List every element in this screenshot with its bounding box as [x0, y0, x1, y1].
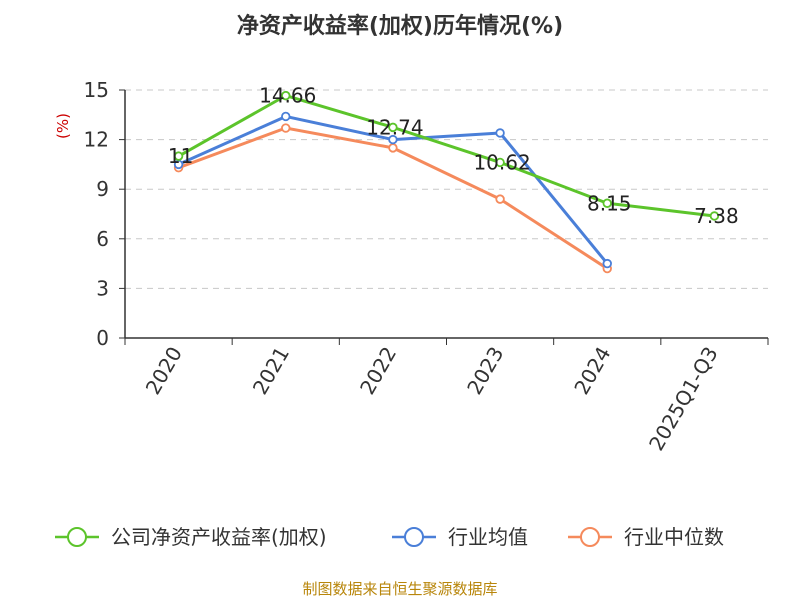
x-tick-label: 2022 — [355, 343, 401, 399]
data-point — [281, 90, 291, 101]
x-tick-label: 2021 — [248, 343, 294, 399]
data-point — [388, 122, 398, 133]
data-label: 12.74 — [366, 115, 423, 139]
grid-lines — [125, 89, 768, 289]
legend-label: 行业均值 — [448, 525, 528, 549]
y-tick-label: 3 — [96, 276, 109, 300]
y-tick-label: 15 — [84, 78, 109, 102]
series-0 — [173, 90, 720, 221]
data-label: 7.38 — [694, 204, 739, 228]
x-tick-label: 2025Q1-Q3 — [644, 343, 723, 455]
legend-label: 公司净资产收益率(加权) — [111, 525, 327, 549]
y-tick-label: 6 — [96, 227, 109, 251]
chart-title: 净资产收益率(加权)历年情况(%) — [237, 13, 563, 39]
legend-swatch-marker — [580, 527, 600, 547]
data-point — [495, 157, 505, 168]
data-point — [495, 194, 505, 204]
data-point — [173, 151, 184, 161]
data-point — [602, 258, 612, 269]
data-point — [388, 143, 398, 153]
data-labels: 11 14.66 12.74 10.62 8.15 7.38 — [168, 84, 739, 228]
series-line — [177, 94, 715, 218]
data-point — [709, 211, 720, 221]
source-note: 制图数据来自恒生聚源数据库 — [302, 580, 497, 598]
data-point — [281, 123, 291, 133]
series-2 — [173, 123, 612, 274]
x-tick-label: 2024 — [569, 343, 615, 399]
legend-item: 行业中位数 — [568, 525, 724, 549]
data-label: 14.66 — [259, 84, 316, 108]
y-axis-unit: (%) — [54, 113, 72, 139]
data-point — [602, 198, 612, 208]
data-point — [495, 128, 505, 138]
data-label: 8.15 — [587, 191, 632, 215]
series-layer — [173, 90, 720, 274]
y-tick-label: 0 — [96, 326, 109, 350]
legend-item: 行业均值 — [392, 525, 528, 549]
data-label: 10.62 — [473, 150, 530, 174]
data-point — [388, 134, 398, 145]
data-point — [281, 111, 291, 122]
x-tick-label: 2023 — [462, 343, 508, 399]
legend: 公司净资产收益率(加权) 行业均值 行业中位数 — [55, 525, 724, 549]
legend-swatch-marker — [404, 527, 424, 547]
x-tick-label: 2020 — [141, 343, 187, 399]
data-label: 11 — [168, 144, 193, 168]
legend-label: 行业中位数 — [624, 525, 724, 549]
legend-item: 公司净资产收益率(加权) — [55, 525, 327, 549]
y-tick-label: 12 — [84, 128, 109, 152]
legend-swatch-marker — [67, 527, 87, 547]
y-tick-label: 9 — [96, 177, 109, 201]
axes: 0 3 6 9 12 15 2020 2021 2022 2023 2024 2025Q1-Q3 — [84, 78, 769, 455]
